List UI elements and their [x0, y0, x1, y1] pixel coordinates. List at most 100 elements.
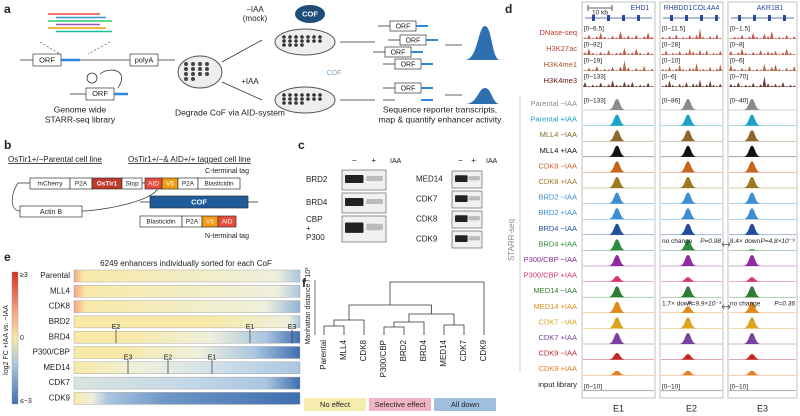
label: Parental [319, 340, 328, 370]
label: − [352, 156, 357, 165]
label: P=0.36 [774, 301, 795, 308]
label: MLL4 [50, 286, 71, 295]
exon [738, 15, 741, 21]
cell [205, 67, 209, 71]
cell [205, 72, 209, 76]
label: E3 [124, 355, 133, 362]
label: Parental +IAA [531, 115, 578, 124]
label: CBP [306, 215, 322, 224]
peak [743, 114, 761, 126]
peak [465, 26, 500, 60]
colorbar [11, 271, 19, 405]
cell [288, 97, 292, 101]
cell [282, 35, 286, 39]
peak [608, 192, 626, 204]
label: Manhattan distance / 10³ [305, 267, 312, 345]
label: BRD4 [419, 339, 428, 361]
heatmap-row [73, 269, 301, 283]
cell [282, 93, 286, 97]
label: + [306, 224, 311, 233]
heatmap-row [73, 331, 301, 344]
signal [661, 28, 722, 39]
exon [783, 15, 786, 21]
band [468, 236, 480, 241]
signal [729, 30, 796, 39]
cell [191, 72, 195, 76]
band [455, 175, 468, 183]
label: E2 [112, 324, 121, 331]
label: Stop [125, 181, 139, 188]
label: [0–10] [584, 384, 602, 391]
label: CDK8 [416, 215, 438, 224]
label: [0–70] [730, 74, 748, 81]
label: MED14 [439, 339, 448, 366]
label: CDK7 [49, 378, 71, 387]
cell [318, 97, 322, 101]
compare-arrow [721, 304, 731, 310]
label: CDK8 [359, 339, 368, 361]
heatmap-row [73, 315, 301, 329]
label: no change [730, 301, 761, 308]
line [221, 39, 263, 63]
peak [743, 177, 761, 188]
band [366, 176, 383, 181]
label: MLL4 −IAA [540, 130, 577, 139]
cell [282, 39, 286, 43]
label: ORF [92, 89, 108, 98]
box [217, 215, 237, 228]
cell [198, 72, 202, 76]
cell [288, 101, 292, 105]
label: MED14 −IAA [533, 286, 577, 295]
label: STARR-seq library [45, 114, 116, 124]
label: E2 [686, 403, 697, 413]
peak [743, 370, 761, 376]
peak [743, 286, 761, 298]
exon [753, 15, 756, 21]
column-frame [659, 1, 724, 399]
label: [0–11.5] [662, 26, 685, 33]
peak [608, 223, 626, 235]
peak [743, 192, 761, 204]
column-frame [727, 1, 798, 399]
label: CDK7 [459, 339, 468, 361]
label: P=4.8×10⁻⁹ [760, 238, 795, 245]
label: IAA [486, 158, 498, 165]
peak [608, 370, 626, 376]
label: CDK8 +IAA [538, 177, 577, 186]
label: P2A [182, 181, 195, 188]
label: [0–92] [584, 42, 602, 49]
label: Actin B [40, 209, 63, 216]
cell [282, 101, 286, 105]
peak [679, 306, 697, 313]
label: P300/CBP +IAA [524, 271, 577, 280]
label: (mock) [243, 14, 268, 23]
exon [700, 15, 703, 21]
label: BRD2 +IAA [538, 208, 577, 217]
label: ≥3 [20, 272, 28, 279]
peak [608, 99, 626, 110]
label: MED14 [43, 363, 70, 372]
cell [306, 97, 310, 101]
label: [0–1.5] [730, 26, 750, 33]
panel-letter: e [4, 250, 11, 264]
panel-letter: d [505, 2, 512, 16]
band [455, 215, 468, 223]
peak [743, 317, 761, 329]
peak [679, 99, 697, 110]
label: ORF [39, 55, 55, 64]
dendrogram-link [389, 281, 485, 335]
label: P2A [186, 219, 199, 226]
cell [294, 43, 298, 47]
cell [288, 35, 292, 39]
peak [679, 177, 697, 188]
cell [294, 35, 298, 39]
peak [743, 301, 761, 313]
cell [282, 43, 286, 47]
label: MLL4 [339, 339, 348, 360]
label: H3K4me3 [544, 76, 577, 85]
dendrogram-link [333, 319, 365, 335]
heatmap-row [73, 361, 301, 374]
band [345, 222, 364, 233]
signal [729, 63, 796, 71]
